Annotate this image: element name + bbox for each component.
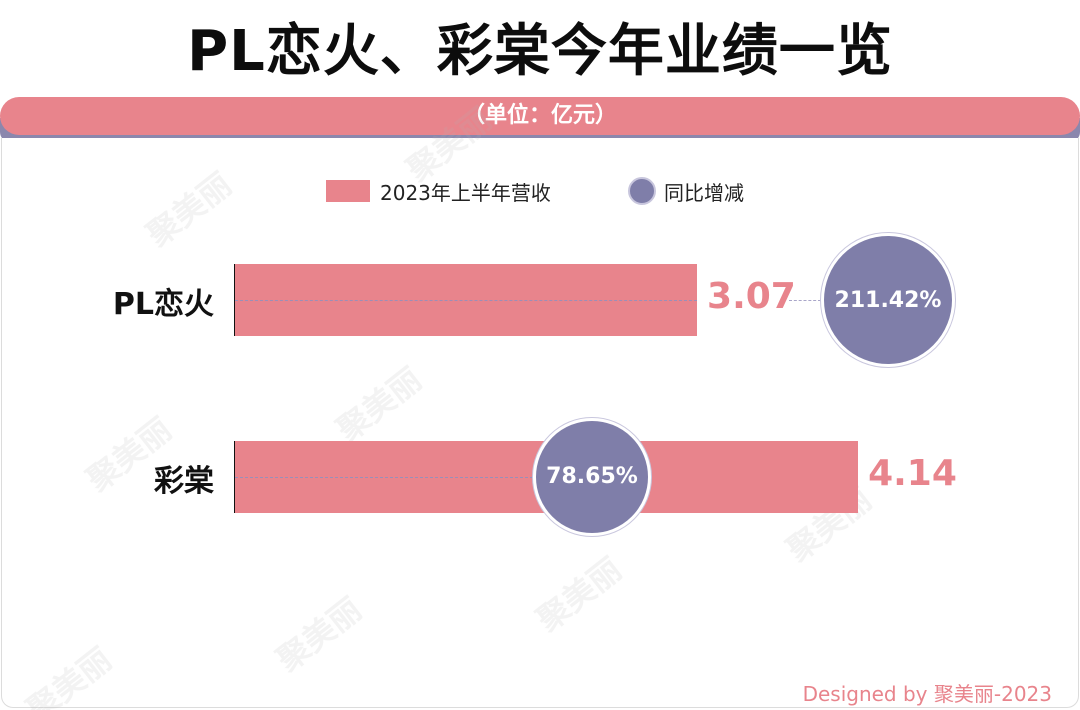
- yoy-bubble: 211.42%: [821, 233, 955, 367]
- legend-label-yoy: 同比增减: [664, 180, 744, 205]
- yoy-bubble: 78.65%: [533, 418, 651, 536]
- legend-label-revenue: 2023年上半年营收: [380, 180, 551, 205]
- legend-dot-swatch: [628, 177, 656, 205]
- unit-banner: （单位：亿元）: [0, 97, 1080, 135]
- credit-text: Designed by 聚美丽-2023: [802, 682, 1052, 706]
- chart-panel: [1, 138, 1079, 708]
- bubble-connector: [789, 300, 821, 301]
- revenue-value-label: 3.07: [707, 276, 796, 317]
- revenue-value-label: 4.14: [868, 453, 957, 494]
- legend-bar-swatch: [326, 180, 370, 202]
- chart-title: PL恋火、彩棠今年业绩一览: [187, 19, 893, 84]
- category-label: 彩棠: [154, 464, 214, 499]
- bar-midline: [235, 300, 698, 301]
- bar-midline: [235, 477, 534, 478]
- legend-item-yoy: 同比增减: [628, 176, 744, 206]
- category-label: PL恋火: [112, 287, 214, 322]
- legend-item-revenue: 2023年上半年营收: [326, 176, 551, 206]
